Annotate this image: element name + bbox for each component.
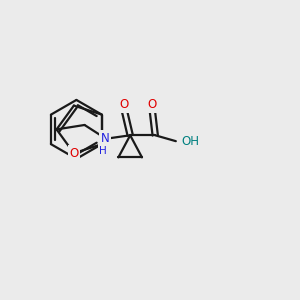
Text: O: O <box>120 98 129 111</box>
Text: O: O <box>148 98 157 111</box>
Text: O: O <box>69 147 79 160</box>
Text: H: H <box>99 146 107 156</box>
Text: N: N <box>101 132 110 145</box>
Text: OH: OH <box>181 135 199 148</box>
